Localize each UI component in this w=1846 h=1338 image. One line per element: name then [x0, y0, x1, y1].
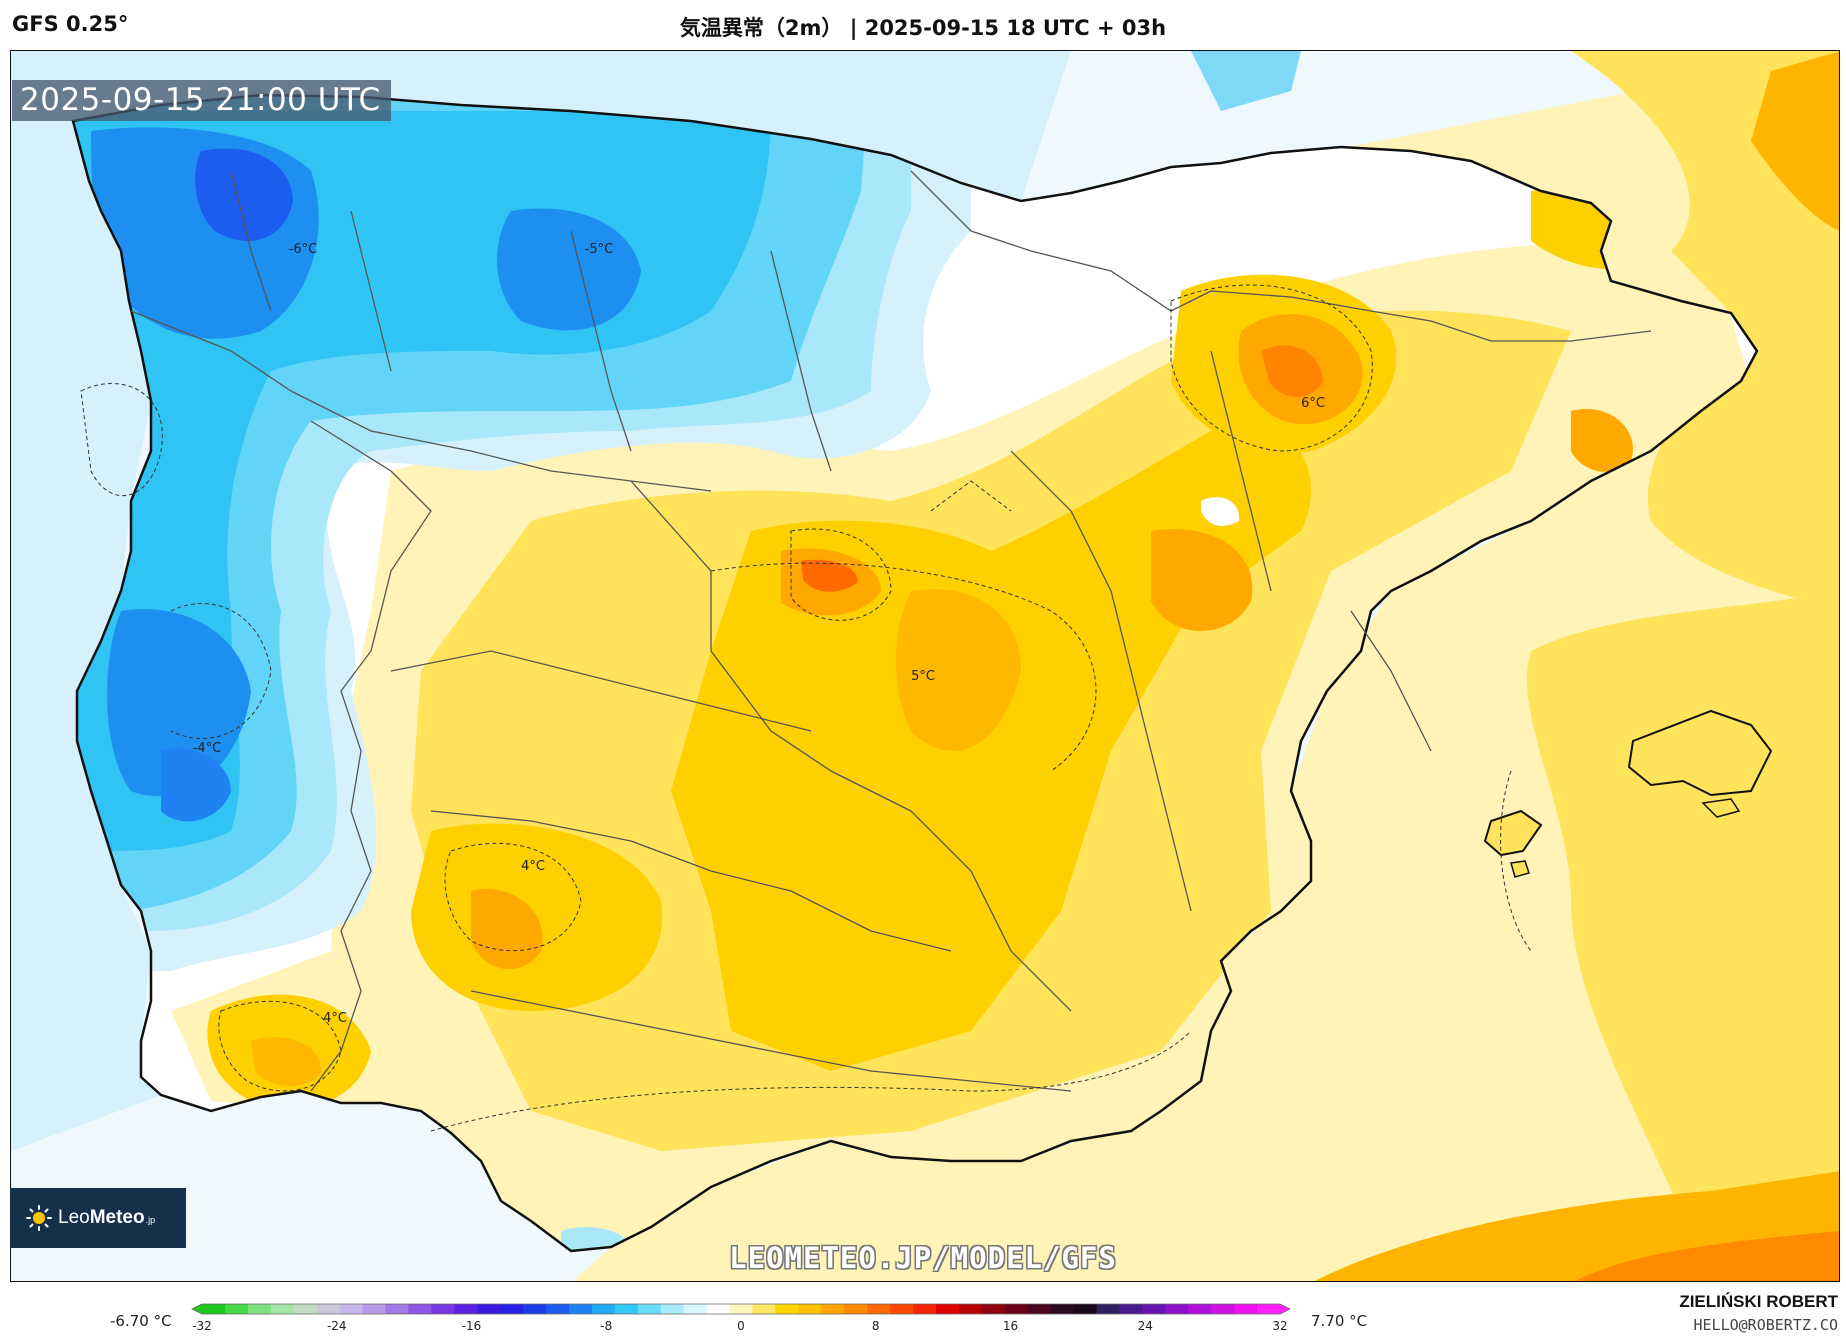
colorbar-tick-label: 8 [872, 1319, 880, 1333]
colorbar-swatch [913, 1304, 937, 1314]
contour-label-portugal: -4°C [193, 741, 222, 756]
contour-label-madrid: 5°C [911, 669, 935, 684]
colorbar-swatch [683, 1304, 708, 1314]
colorbar-swatch [1050, 1304, 1075, 1314]
colorbar-swatch [362, 1304, 387, 1314]
colorbar-tick-label: 32 [1272, 1319, 1287, 1333]
colorbar-swatch [316, 1304, 341, 1314]
colorbar-swatch [293, 1304, 318, 1314]
colorbar-swatch [706, 1304, 731, 1314]
colorbar-swatch [523, 1304, 547, 1314]
colorbar-tick-label: 0 [737, 1319, 745, 1333]
source-watermark: LEOMETEO.JP/MODEL/GFS [729, 1241, 1117, 1275]
colorbar-swatch [958, 1304, 983, 1314]
author-email[interactable]: HELLO@ROBERTZ.CO [1693, 1316, 1839, 1334]
colorbar-swatch [1165, 1304, 1189, 1314]
colorbar-swatch [614, 1304, 639, 1314]
colorbar-swatch [477, 1304, 501, 1314]
color-legend: -6.70 °C -32 -24 -16 -8 0 8 16 24 32 7.70 °C [0, 1290, 1846, 1338]
colorbar-arrow-right [1280, 1304, 1290, 1314]
sun-icon [26, 1205, 52, 1231]
colorbar-swatch [1211, 1304, 1235, 1314]
colorbar-swatch [591, 1304, 616, 1314]
colorbar-swatch [890, 1304, 914, 1314]
colorbar-swatch [1119, 1304, 1143, 1314]
colorbar-tick-label: -8 [600, 1319, 612, 1333]
colorbar-swatch [660, 1304, 685, 1314]
colorbar-tick-label: 24 [1138, 1319, 1153, 1333]
colorbar-tick-label: -24 [327, 1319, 347, 1333]
colorbar-swatch [247, 1304, 272, 1314]
leometeo-logo[interactable]: LeoMeteo.jp [10, 1188, 186, 1248]
contour-label-galicia: -6°C [289, 242, 318, 257]
colorbar-swatch [202, 1304, 226, 1314]
colorbar-swatch [270, 1304, 295, 1314]
contour-label-ebro: 6°C [1301, 396, 1325, 411]
colorbar-swatch [1073, 1304, 1098, 1314]
colorbar-swatch [1234, 1304, 1258, 1314]
colorbar-swatch [454, 1304, 478, 1314]
colorbar-swatch [224, 1304, 249, 1314]
colorbar-tick-label: -32 [192, 1319, 212, 1333]
colorbar-tick-label: -16 [462, 1319, 482, 1333]
colorbar-swatch [1004, 1304, 1029, 1314]
colorbar-swatch [844, 1304, 868, 1314]
colorbar-swatch [752, 1304, 777, 1314]
colorbar-swatch [385, 1304, 410, 1314]
colorbar-swatch [867, 1304, 891, 1314]
legend-max-label: 7.70 °C [1311, 1312, 1368, 1330]
chart-title: 気温異常（2m） | 2025-09-15 18 UTC + 03h [679, 16, 1167, 40]
colorbar-swatch [1257, 1304, 1281, 1314]
colorbar-swatch [821, 1304, 845, 1314]
colorbar-swatch [1142, 1304, 1166, 1314]
colorbar-swatch [637, 1304, 662, 1314]
colorbar-swatch [1027, 1304, 1052, 1314]
contour-label-extremadura: 4°C [521, 859, 545, 874]
colorbar-swatch [1188, 1304, 1212, 1314]
legend-min-label: -6.70 °C [110, 1312, 172, 1330]
contour-label-cantabria: -5°C [585, 242, 614, 257]
colorbar-swatch [1096, 1304, 1121, 1314]
colorbar-tick-label: 16 [1003, 1319, 1018, 1333]
contour-label-algarve: 4°C [323, 1011, 347, 1026]
author-name: ZIELIŃSKI ROBERT [1679, 1292, 1838, 1311]
colorbar-swatch [408, 1304, 432, 1314]
colorbar-swatch [798, 1304, 822, 1314]
colorbar-swatch [339, 1304, 364, 1314]
colorbar-swatch [546, 1304, 570, 1314]
temperature-anomaly-map[interactable]: -6°C -5°C -4°C 6°C 5°C 4°C 4°C [10, 50, 1840, 1282]
valid-time-badge: 2025-09-15 21:00 UTC [12, 80, 391, 121]
colorbar: -32 -24 -16 -8 0 8 16 24 32 [191, 1303, 1291, 1333]
colorbar-swatch [500, 1304, 524, 1314]
colorbar-swatch [431, 1304, 455, 1314]
colorbar-swatch [775, 1304, 799, 1314]
colorbar-arrow-left [192, 1304, 202, 1314]
logo-wordmark: LeoMeteo.jp [58, 1207, 156, 1228]
colorbar-swatch [935, 1304, 960, 1314]
model-label: GFS 0.25° [12, 12, 129, 36]
colorbar-swatch [729, 1304, 754, 1314]
colorbar-swatch [568, 1304, 593, 1314]
colorbar-swatch [981, 1304, 1006, 1314]
